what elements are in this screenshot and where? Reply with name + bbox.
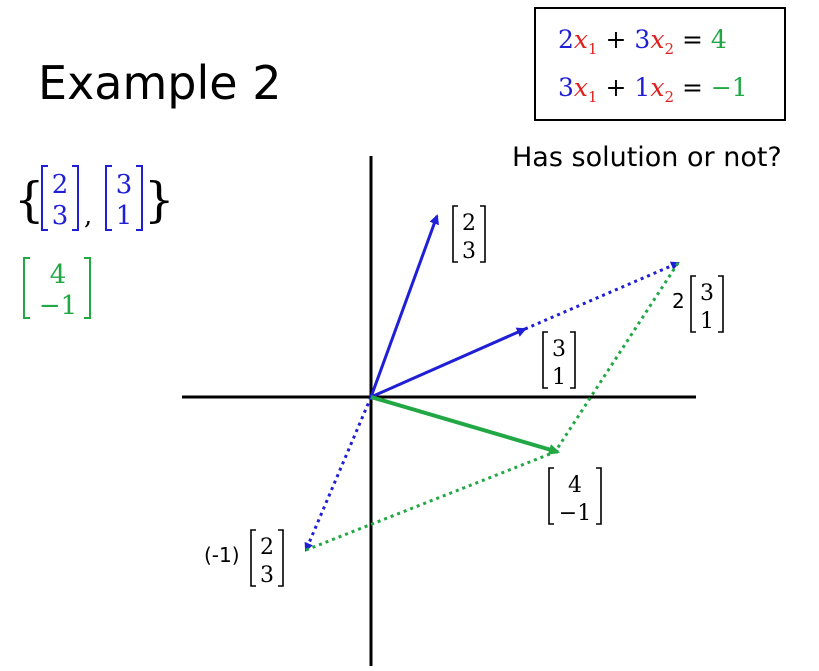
equation-1: 2x1 + 3x2 = 4 xyxy=(558,25,727,58)
coef-2: 3 xyxy=(634,25,651,54)
equals: = xyxy=(681,73,703,102)
label-v4m1: 4 −1 xyxy=(548,467,602,526)
rhs: −1 xyxy=(710,73,748,102)
bracket xyxy=(542,331,576,389)
label-bottom: 3 xyxy=(462,239,476,264)
bracket xyxy=(452,205,486,263)
label-v31: 3 1 xyxy=(542,331,576,390)
equation-2: 3x1 + 1x2 = −1 xyxy=(558,73,748,106)
v1-top: 2 xyxy=(52,170,69,200)
plus: + xyxy=(605,73,627,102)
label-bottom: 1 xyxy=(700,309,714,334)
comma: , xyxy=(84,201,92,231)
coef-2: 1 xyxy=(634,73,651,102)
var-x2: x xyxy=(650,73,665,102)
bracket xyxy=(105,165,143,231)
target-bottom: −1 xyxy=(39,291,77,321)
label-bottom: −1 xyxy=(559,501,591,526)
label-bottom: 1 xyxy=(552,365,566,390)
equals: = xyxy=(681,25,703,54)
bracket xyxy=(23,257,91,319)
coef-1: 2 xyxy=(558,25,574,54)
label-two-v31: 2 3 1 xyxy=(672,275,724,334)
bracket xyxy=(250,529,284,587)
sub-2: 2 xyxy=(664,40,674,58)
bracket xyxy=(41,165,79,231)
v1-bottom: 3 xyxy=(52,201,69,231)
sub-2: 2 xyxy=(664,88,674,106)
vector-v31 xyxy=(370,327,527,399)
dotted-green-right xyxy=(553,262,680,453)
var-x1: x xyxy=(573,73,589,102)
right-brace: } xyxy=(144,172,175,228)
vector-v23 xyxy=(369,214,439,398)
dotted-neg-v23 xyxy=(304,396,373,552)
v2-top: 3 xyxy=(116,170,133,200)
vector-target xyxy=(370,395,560,455)
label-bottom: 3 xyxy=(260,563,274,588)
rhs: 4 xyxy=(710,25,727,54)
equation-box: 2x1 + 3x2 = 4 3x1 + 1x2 = −1 xyxy=(534,7,786,121)
bracket xyxy=(690,275,724,333)
label-top: 2 xyxy=(260,535,274,560)
v2-bottom: 1 xyxy=(116,201,133,231)
label-top: 3 xyxy=(700,281,714,306)
label-coefficient: 2 xyxy=(672,289,685,313)
label-v23: 2 3 xyxy=(452,205,486,264)
dotted-green-bottom xyxy=(305,450,556,552)
label-top: 3 xyxy=(552,337,566,362)
var-x2: x xyxy=(650,25,665,54)
target-vector-display: 4 −1 xyxy=(23,257,91,321)
label-neg-v23: (-1) 2 3 xyxy=(204,529,284,588)
left-brace: { xyxy=(14,172,45,228)
target-top: 4 xyxy=(50,260,67,290)
label-top: 4 xyxy=(568,473,582,498)
slide-title: Example 2 xyxy=(38,56,282,110)
bracket xyxy=(548,467,602,525)
coef-1: 3 xyxy=(558,73,574,102)
dotted-v31-ext xyxy=(524,261,680,331)
question-text: Has solution or not? xyxy=(512,142,782,173)
var-x1: x xyxy=(573,25,589,54)
plus: + xyxy=(605,25,627,54)
label-top: 2 xyxy=(462,211,476,236)
vector-set: { 2 3 , 3 1 } xyxy=(14,165,175,231)
sub-1: 1 xyxy=(588,40,598,58)
sub-1: 1 xyxy=(588,88,598,106)
label-coefficient: (-1) xyxy=(204,543,240,567)
